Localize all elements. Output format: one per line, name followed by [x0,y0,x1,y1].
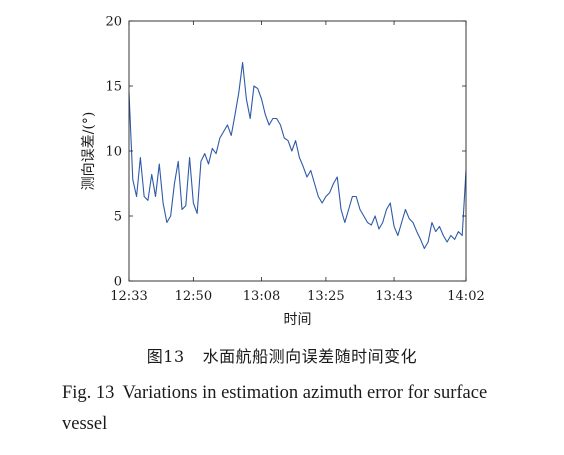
y-tick-label: 5 [114,210,122,225]
figure-caption-english: Fig. 13 Variations in estimation azimuth … [62,378,532,440]
figure-title-cn: 水面航船测向误差随时间变化 [202,347,418,366]
y-axis-ticks: 0 5 10 15 20 [105,15,466,290]
y-axis-label: 测向误差/(°) [81,112,97,191]
y-tick-label: 20 [105,15,122,30]
y-tick-label: 10 [105,145,122,160]
x-tick-label: 13:43 [375,289,412,304]
y-tick-label: 0 [114,275,122,290]
x-tick-label: 12:33 [110,289,147,304]
x-axis-label: 时间 [284,312,312,328]
figure-number-en: Fig. 13 [62,383,115,403]
figure-number-cn: 图13 [146,347,185,366]
data-series-line [128,62,467,250]
x-axis-ticks: 12:33 12:50 13:08 13:25 13:43 14:02 [110,21,485,304]
x-tick-label: 13:08 [243,289,280,304]
y-tick-label: 15 [105,80,122,95]
x-tick-label: 14:02 [447,289,484,304]
x-tick-label: 12:50 [175,289,212,304]
x-tick-label: 13:25 [307,289,344,304]
figure-title-en: Variations in estimation azimuth error f… [62,383,488,434]
line-chart: 12:33 12:50 13:08 13:25 13:43 14:02 05101520 … [81,15,485,329]
figure-caption-chinese: 图13 水面航船测向误差随时间变化 [0,343,564,367]
